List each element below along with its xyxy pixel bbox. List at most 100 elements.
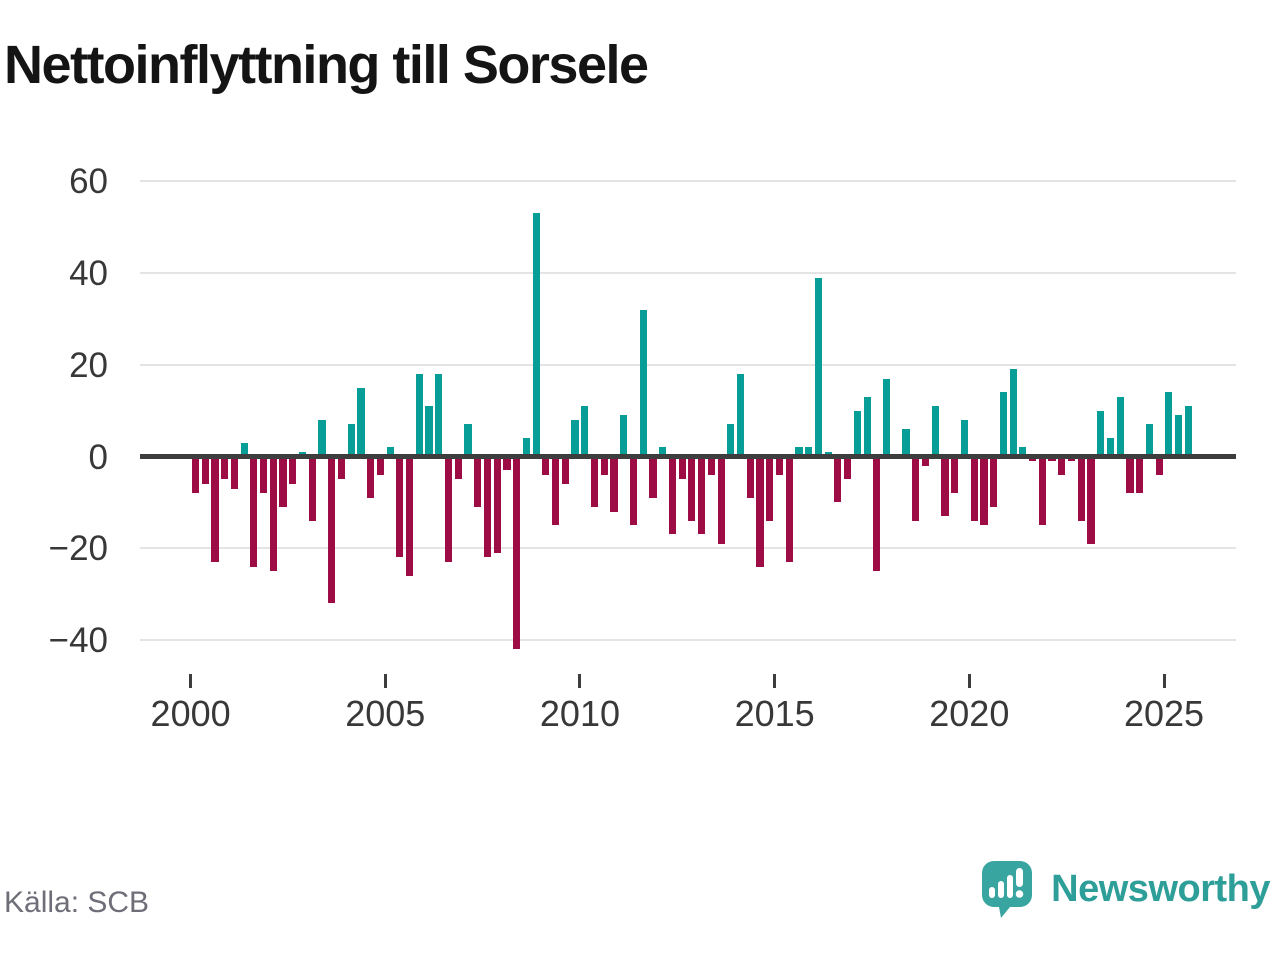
bar-2017-q1 [853,410,861,457]
bar-2016-q3 [834,456,842,503]
x-axis-tick [967,674,971,688]
bar-2018-q2 [902,428,910,457]
bar-2015-q2 [785,456,793,562]
y-gridline [140,272,1236,275]
bar-2012-q1 [659,447,667,457]
bar-2018-q4 [921,456,930,466]
y-gridline [140,180,1236,183]
bar-2002-q1 [269,456,277,572]
bar-2025-q3 [1184,406,1192,457]
bar-2008-q1 [503,456,511,471]
bar-2019-q4 [960,419,969,457]
bar-2025-q1 [1165,392,1173,457]
bar-2016-q1 [814,277,823,457]
bar-2005-q1 [386,447,394,457]
x-axis-tick [773,674,777,688]
bar-2011-q3 [639,309,647,457]
bar-2019-q2 [941,456,949,517]
x-axis-year-label: 2005 [345,693,426,734]
x-axis-tick [189,674,193,688]
bar-2005-q2 [396,456,404,558]
bar-2000-q2 [201,456,209,484]
bar-2021-q4 [1038,456,1046,526]
bar-2024-q4 [1155,456,1163,475]
bar-2003-q1 [308,456,316,521]
bar-2015-q1 [775,456,784,475]
bar-2003-q2 [318,419,326,457]
bar-2006-q2 [435,373,443,457]
bar-2022-q2 [1058,456,1066,475]
bar-2010-q3 [600,456,608,475]
bar-2024-q2 [1136,456,1144,494]
bar-2005-q3 [406,456,414,576]
bar-2014-q3 [756,456,764,567]
bar-2007-q3 [483,456,492,558]
bar-2011-q4 [649,456,657,498]
y-gridline [140,363,1236,366]
bar-2006-q4 [454,456,462,480]
zero-axis-line [140,454,1236,459]
bar-2009-q1 [542,456,550,475]
bar-2002-q3 [289,456,297,484]
newsworthy-logo-text: Newsworthy [1051,867,1270,910]
bar-2007-q1 [464,424,472,457]
bar-2004-q2 [357,387,365,457]
bar-2013-q4 [727,424,735,457]
bar-2019-q3 [951,456,959,494]
bar-2009-q2 [552,456,560,526]
bar-2008-q4 [532,213,540,457]
bar-2004-q1 [347,424,355,457]
bar-2025-q2 [1175,415,1183,457]
bar-2020-q3 [990,456,998,507]
y-axis-tick-label: 0 [88,437,108,477]
x-axis-year-label: 2025 [1123,693,1205,734]
bar-2007-q2 [474,456,482,507]
bar-2009-q3 [561,456,569,484]
bar-2013-q1 [698,456,706,535]
bar-2010-q2 [590,456,599,507]
x-axis-year-label: 2020 [929,693,1010,734]
bar-2020-q1 [970,456,978,521]
bar-2021-q2 [1019,447,1027,457]
bar-2014-q4 [766,456,774,521]
bar-2018-q3 [912,456,920,521]
bar-2012-q4 [688,456,696,521]
bar-2013-q2 [707,456,715,475]
bar-2009-q4 [571,419,579,457]
y-gridline [140,547,1236,550]
bar-2014-q2 [746,456,754,498]
bar-2023-q1 [1087,456,1095,544]
y-axis-tick-label: −20 [48,529,108,569]
bar-2004-q4 [376,456,384,475]
bar-2010-q4 [610,456,618,512]
y-axis-tick-label: 20 [69,345,108,385]
bar-2020-q2 [980,456,988,526]
x-axis-year-label: 2000 [150,693,231,734]
bar-2001-q1 [230,456,238,489]
bar-2001-q2 [240,442,248,457]
x-axis-tick [578,674,582,688]
bar-2017-q4 [882,378,891,457]
bar-2005-q4 [415,373,423,457]
chart-title: Nettoinflyttning till Sorsele [4,35,649,95]
bar-2023-q4 [1116,396,1124,457]
newsworthy-logo-icon [982,861,1033,918]
bar-2024-q3 [1145,424,1153,457]
newsworthy-branding: Newsworthy [981,860,1270,918]
bar-2022-q4 [1077,456,1085,521]
bar-2014-q1 [736,373,745,457]
bar-2020-q4 [999,392,1007,457]
bar-2024-q1 [1126,456,1134,494]
bar-2001-q3 [250,456,258,567]
bar-chart-plot-area: 60 40 20 0 −20 −40 2000 2005 2010 2015 2020 2025 [48,164,1236,734]
bar-2000-q3 [211,456,219,562]
bar-2016-q4 [844,456,852,480]
bar-2007-q4 [493,456,501,553]
x-axis-tick [383,674,387,688]
bar-2012-q2 [668,456,677,535]
bar-2003-q4 [337,456,346,480]
bar-2008-q2 [513,456,521,650]
bar-2008-q3 [522,438,530,457]
bar-2000-q1 [191,456,200,494]
source-attribution: Källa: SCB [4,886,150,919]
